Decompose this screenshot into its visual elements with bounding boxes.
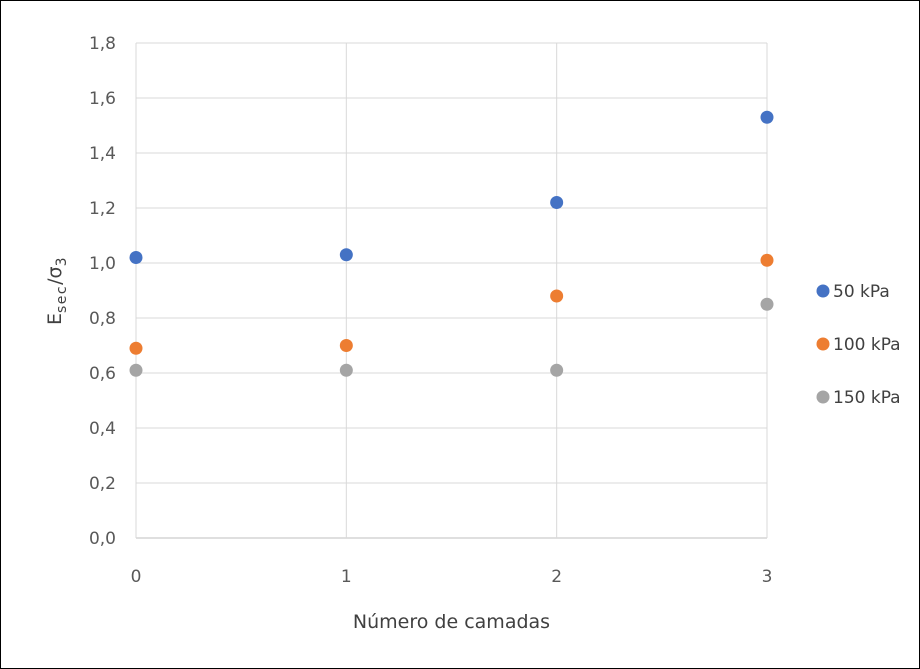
y-tick-label: 1,4 [89,144,116,164]
legend-marker [816,337,830,351]
x-tick-label: 0 [131,567,142,587]
legend-marker [816,284,830,298]
x-tick-label: 2 [551,567,562,587]
legend-label: 150 kPa [833,388,901,408]
y-axis-title-part: sec [54,285,70,313]
legend-marker [816,390,830,404]
y-tick-label: 0,0 [89,529,116,549]
y-axis-title-part: /σ [44,266,66,284]
y-tick-label: 1,6 [89,89,116,109]
data-point-series-1 [129,341,143,355]
x-tick-label: 3 [762,567,773,587]
y-tick-label: 0,6 [89,364,116,384]
y-tick-label: 1,8 [89,34,116,54]
y-tick-label: 0,4 [89,419,116,439]
data-point-series-1 [339,339,353,352]
data-point-series-2 [550,363,564,377]
data-point-series-1 [550,289,564,303]
y-axis-title-part: 3 [54,256,70,266]
y-axis-title-part: E [44,313,66,325]
x-axis-title: Número de camadas [353,611,550,633]
data-point-series-2 [129,363,143,377]
data-point-series-1 [760,253,774,267]
y-tick-label: 0,8 [89,309,116,329]
data-point-series-0 [129,251,143,264]
x-tick-label: 1 [341,567,352,587]
y-tick-label: 0,2 [89,474,116,494]
data-point-series-0 [760,110,774,124]
data-point-series-2 [760,297,774,311]
y-tick-label: 1,2 [89,199,116,219]
y-tick-label: 1,0 [89,254,116,274]
y-axis-title: Esec/σ3 [44,256,70,325]
data-point-series-0 [550,196,564,209]
legend-label: 100 kPa [833,335,901,355]
data-point-series-2 [339,363,353,377]
legend-label: 50 kPa [833,282,890,302]
data-point-series-0 [339,248,353,262]
